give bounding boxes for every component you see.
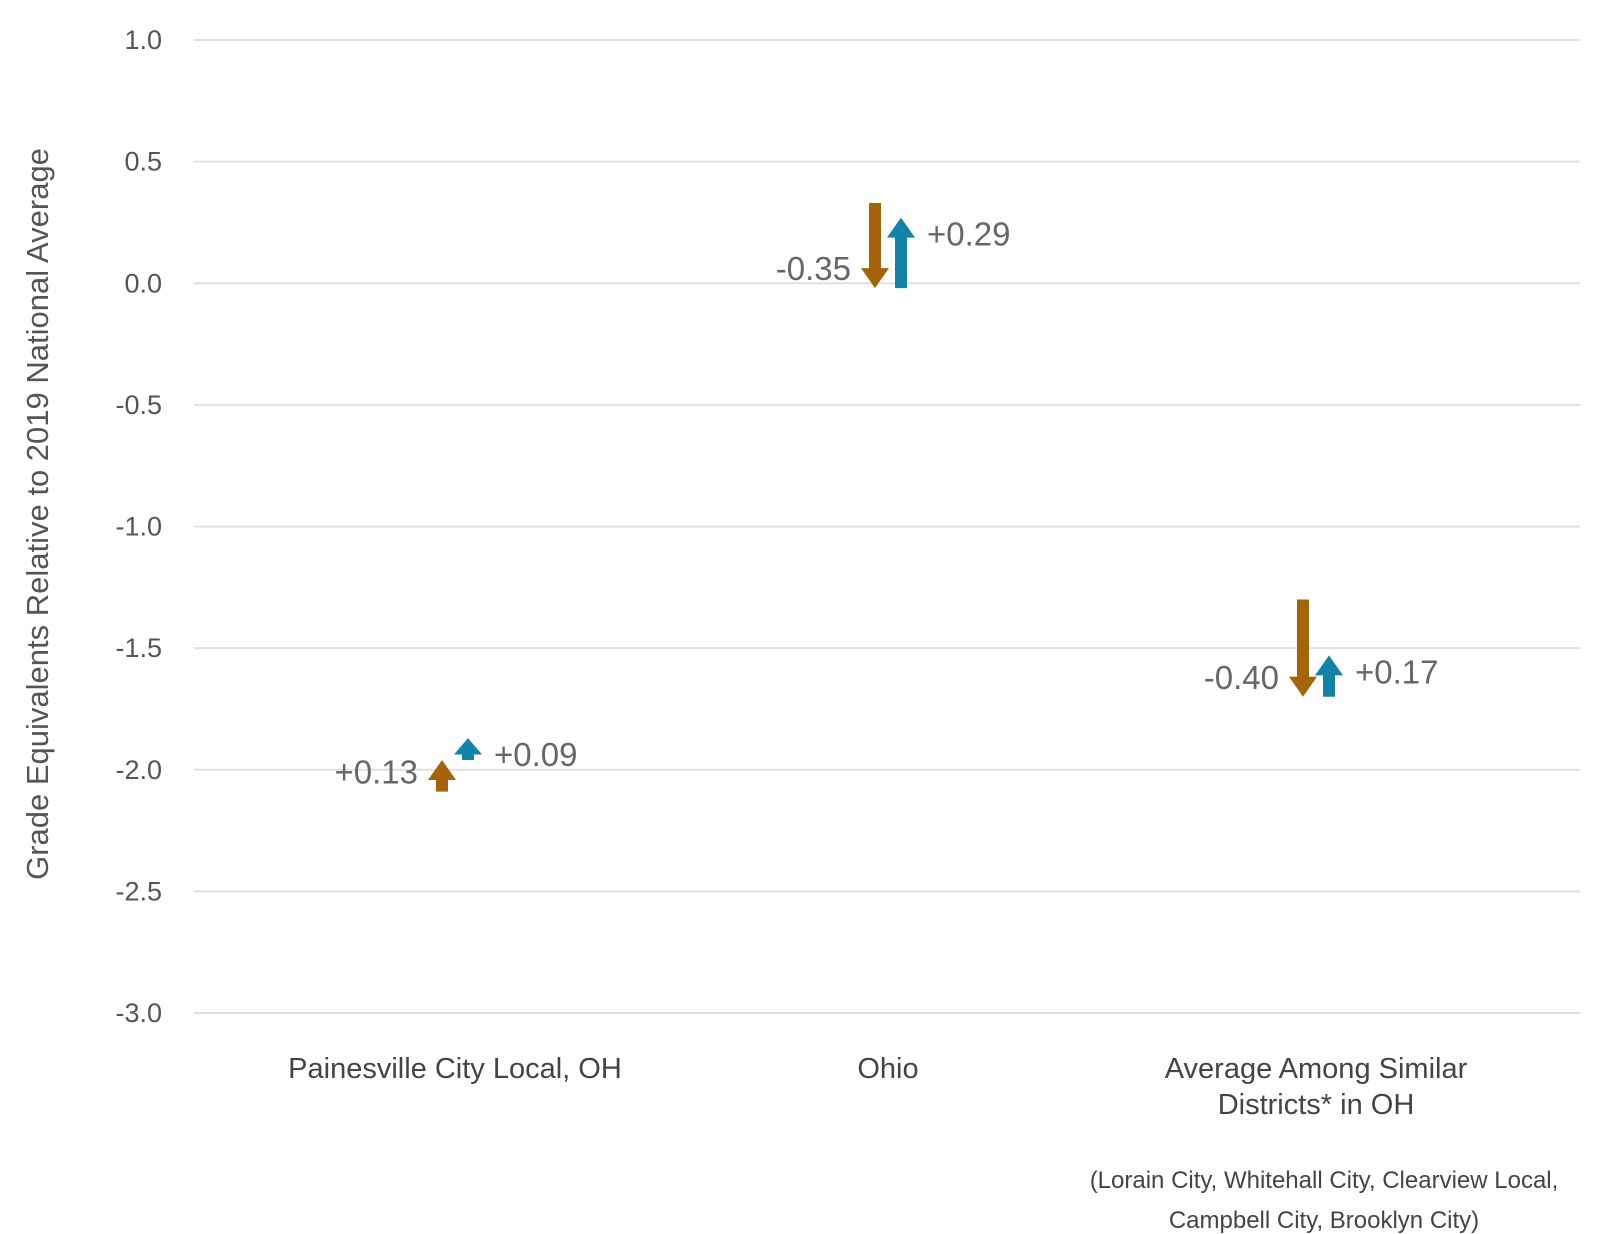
first-value-label: -0.35 [776,250,851,287]
value-labels: +0.13 +0.09 -0.35 +0.29 -0.40 +0.17 [335,216,1439,791]
second-arrow [887,217,915,289]
footnote-line: (Lorain City, Whitehall City, Clearview … [1090,1167,1559,1194]
second-value-label: +0.29 [927,216,1011,253]
first-arrow [428,760,456,792]
y-tick-label: -2.0 [115,755,162,785]
y-tick-label: 0.0 [124,268,162,298]
y-axis-title: Grade Equivalents Relative to 2019 Natio… [20,148,55,880]
second-arrow [1315,655,1343,697]
first-arrow [1289,599,1317,697]
category-label: Painesville City Local, OH [288,1053,622,1085]
category-labels: Painesville City Local, OH Ohio Average Am… [288,1053,1467,1121]
y-tick-label: -1.5 [115,633,162,663]
category-label: Districts* in OH [1218,1089,1415,1121]
footnote: (Lorain City, Whitehall City, Clearview … [1090,1167,1559,1234]
y-tick-label: -2.5 [115,876,162,906]
arrow-marks [428,203,1343,792]
y-tick-label: 0.5 [124,147,162,177]
category-label: Ohio [857,1053,918,1085]
y-axis-tick-labels: 1.0 0.5 0.0 -0.5 -1.0 -1.5 -2.0 -2.5 -3.0 [115,25,162,1028]
category-label: Average Among Similar [1165,1053,1468,1085]
y-tick-label: 1.0 [124,25,162,55]
gridlines [194,39,1580,1014]
y-tick-label: -0.5 [115,390,162,420]
second-arrow [454,738,482,760]
second-value-label: +0.17 [1355,653,1439,690]
y-tick-label: -3.0 [115,998,162,1028]
y-tick-label: -1.0 [115,512,162,542]
second-value-label: +0.09 [494,736,578,773]
footnote-line: Campbell City, Brooklyn City) [1169,1207,1479,1234]
first-value-label: -0.40 [1204,659,1279,696]
first-value-label: +0.13 [335,754,419,791]
first-arrow [861,203,889,289]
